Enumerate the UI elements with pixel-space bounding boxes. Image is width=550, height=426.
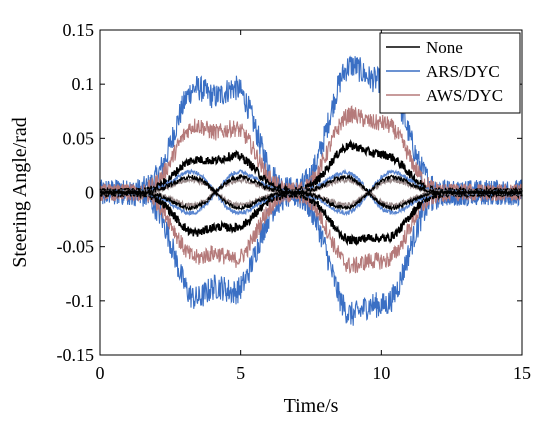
x-tick-label: 0 <box>96 363 105 383</box>
series-line-aws-dyc-pos <box>99 105 523 202</box>
y-tick-label: 0.1 <box>72 74 95 94</box>
y-tick-label: 0 <box>85 183 94 203</box>
y-tick-label: 0.15 <box>63 20 95 40</box>
legend: None ARS/DYC AWS/DYC <box>379 32 521 114</box>
series-layer <box>99 55 523 326</box>
x-tick-label: 15 <box>513 363 531 383</box>
y-tick-label: -0.05 <box>57 237 95 257</box>
x-tick-label: 5 <box>236 363 245 383</box>
legend-label: ARS/DYC <box>426 62 500 81</box>
ticks-layer: 0 5 10 15 -0.15 -0.1 -0.05 0 0.05 0.1 0.15 <box>57 20 532 383</box>
y-tick-label: 0.05 <box>63 128 95 148</box>
x-axis-label: Time/s <box>284 395 339 417</box>
legend-label: AWS/DYC <box>426 86 503 105</box>
series-inner-none-inner-down <box>99 173 523 212</box>
legend-label: None <box>426 38 463 57</box>
y-tick-label: -0.1 <box>66 291 95 311</box>
x-tick-label: 10 <box>372 363 390 383</box>
y-tick-label: -0.15 <box>57 345 95 365</box>
y-axis-label: Steering Angle/rad <box>9 117 31 268</box>
